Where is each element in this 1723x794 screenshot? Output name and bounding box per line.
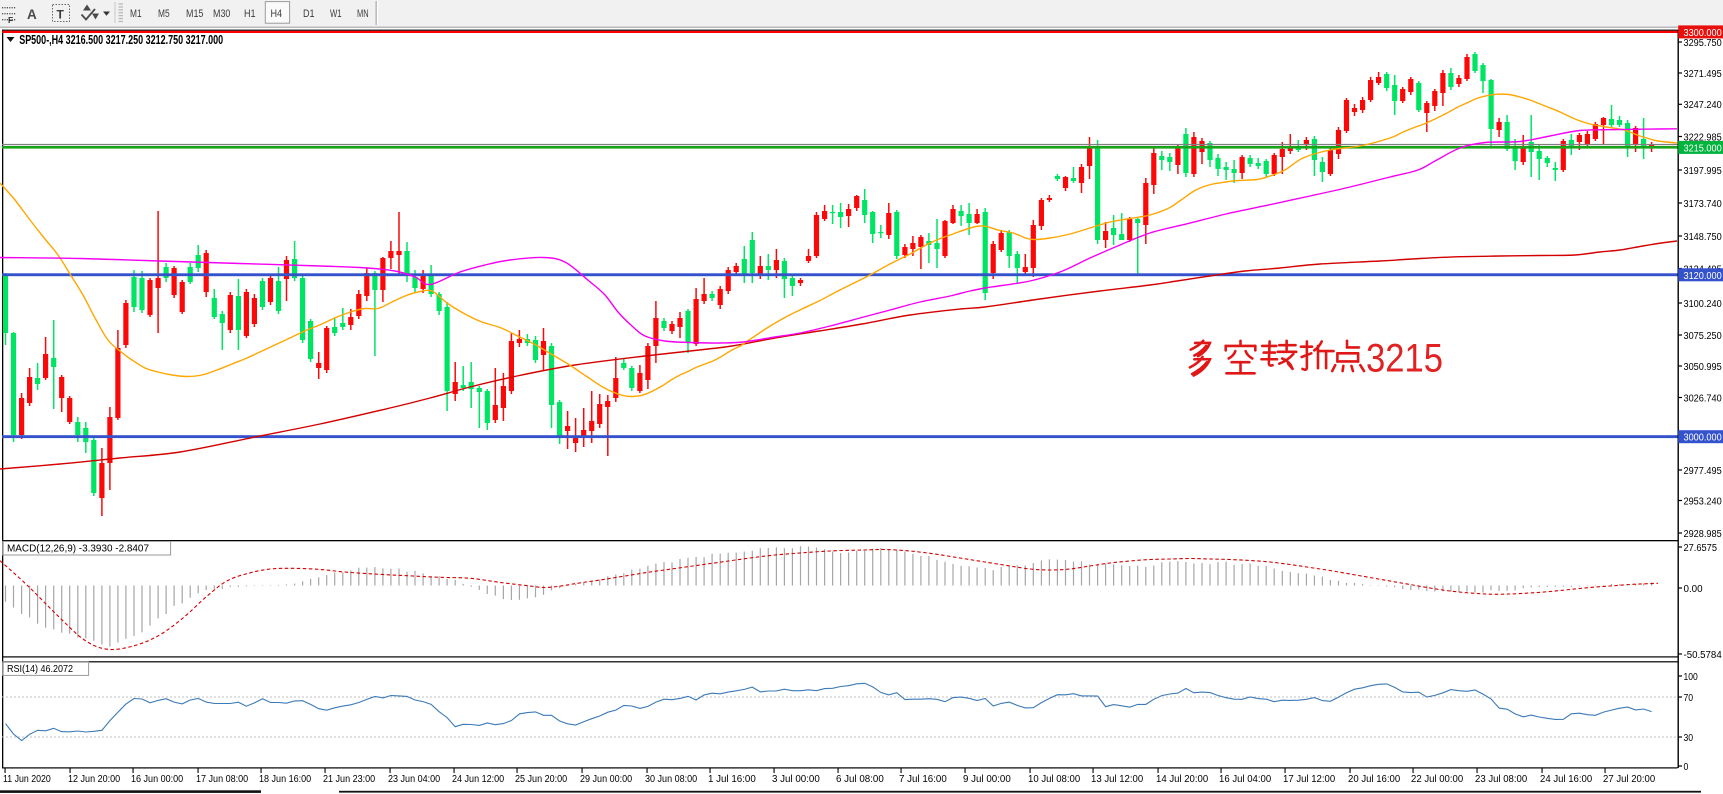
svg-text:2928.985: 2928.985 (1684, 529, 1723, 540)
svg-text:M5: M5 (158, 8, 170, 20)
svg-text:3247.240: 3247.240 (1684, 100, 1723, 111)
svg-text:A: A (27, 7, 37, 22)
svg-text:22 Jul 00:00: 22 Jul 00:00 (1411, 774, 1464, 785)
svg-text:30 Jun 08:00: 30 Jun 08:00 (645, 774, 698, 785)
svg-text:0.00: 0.00 (1684, 584, 1704, 595)
svg-text:3148.750: 3148.750 (1684, 232, 1723, 243)
svg-text:3173.740: 3173.740 (1684, 199, 1723, 210)
svg-text:25 Jun 20:00: 25 Jun 20:00 (515, 774, 568, 785)
svg-text:M30: M30 (213, 8, 230, 20)
svg-text:3000.000: 3000.000 (1684, 433, 1723, 444)
svg-text:M1: M1 (130, 8, 142, 20)
svg-text:3100.240: 3100.240 (1684, 299, 1723, 310)
svg-text:F: F (8, 15, 13, 25)
svg-text:SP500-,H4 3216.500 3217.250 3: SP500-,H4 3216.500 3217.250 3212.750 321… (19, 33, 223, 47)
svg-text:2953.240: 2953.240 (1684, 496, 1723, 507)
svg-text:16 Jun 00:00: 16 Jun 00:00 (131, 774, 184, 785)
svg-text:23 Jul 08:00: 23 Jul 08:00 (1475, 774, 1528, 785)
svg-text:3050.995: 3050.995 (1684, 362, 1723, 373)
svg-text:13 Jul 12:00: 13 Jul 12:00 (1091, 774, 1144, 785)
svg-text:27.6575: 27.6575 (1684, 543, 1718, 554)
svg-text:29 Jun 00:00: 29 Jun 00:00 (580, 774, 633, 785)
svg-text:17 Jun 08:00: 17 Jun 08:00 (196, 774, 249, 785)
svg-text:W1: W1 (330, 8, 342, 20)
svg-text:11 Jun 2020: 11 Jun 2020 (3, 774, 51, 785)
svg-text:0: 0 (1684, 762, 1689, 773)
svg-text:3215: 3215 (1366, 337, 1443, 381)
svg-text:M15: M15 (186, 8, 203, 20)
svg-text:21 Jun 23:00: 21 Jun 23:00 (323, 774, 376, 785)
svg-text:10 Jul 08:00: 10 Jul 08:00 (1028, 774, 1081, 785)
svg-text:17 Jul 12:00: 17 Jul 12:00 (1283, 774, 1336, 785)
svg-text:RSI(14) 46.2072: RSI(14) 46.2072 (7, 664, 73, 675)
svg-text:3075.250: 3075.250 (1684, 331, 1723, 342)
svg-text:-50.5784: -50.5784 (1684, 650, 1723, 661)
svg-text:3215.000: 3215.000 (1684, 143, 1723, 154)
svg-text:12 Jun 20:00: 12 Jun 20:00 (68, 774, 121, 785)
svg-text:MACD(12,26,9) -3.3930 -2.8407: MACD(12,26,9) -3.3930 -2.8407 (7, 544, 149, 555)
svg-text:18 Jun 16:00: 18 Jun 16:00 (259, 774, 312, 785)
svg-text:3120.000: 3120.000 (1684, 271, 1723, 282)
svg-text:T: T (57, 8, 65, 22)
svg-text:H1: H1 (244, 8, 256, 20)
svg-text:2977.495: 2977.495 (1684, 466, 1723, 477)
svg-text:9 Jul 00:00: 9 Jul 00:00 (963, 774, 1011, 785)
svg-text:16 Jul 04:00: 16 Jul 04:00 (1219, 774, 1272, 785)
svg-text:MN: MN (357, 8, 369, 20)
svg-text:3271.495: 3271.495 (1684, 69, 1723, 80)
svg-text:70: 70 (1684, 693, 1694, 704)
svg-text:D1: D1 (303, 8, 315, 20)
svg-text:6 Jul 08:00: 6 Jul 08:00 (836, 774, 884, 785)
svg-text:20 Jul 16:00: 20 Jul 16:00 (1348, 774, 1401, 785)
svg-text:3295.750: 3295.750 (1684, 38, 1723, 49)
svg-text:100: 100 (1684, 672, 1699, 683)
svg-text:3197.995: 3197.995 (1684, 166, 1723, 177)
svg-text:1 Jul 16:00: 1 Jul 16:00 (708, 774, 756, 785)
svg-text:24 Jun 12:00: 24 Jun 12:00 (452, 774, 505, 785)
svg-text:3 Jul 00:00: 3 Jul 00:00 (772, 774, 820, 785)
svg-text:3300.000: 3300.000 (1684, 28, 1723, 39)
svg-text:24 Jul 16:00: 24 Jul 16:00 (1540, 774, 1593, 785)
svg-text:23 Jun 04:00: 23 Jun 04:00 (388, 774, 441, 785)
svg-text:3026.740: 3026.740 (1684, 393, 1723, 404)
svg-text:H4: H4 (271, 8, 283, 20)
svg-text:27 Jul 20:00: 27 Jul 20:00 (1603, 774, 1656, 785)
svg-text:14 Jul 20:00: 14 Jul 20:00 (1156, 774, 1209, 785)
svg-text:7 Jul 16:00: 7 Jul 16:00 (899, 774, 947, 785)
svg-text:30: 30 (1684, 733, 1694, 744)
svg-text:3222.985: 3222.985 (1684, 132, 1723, 143)
